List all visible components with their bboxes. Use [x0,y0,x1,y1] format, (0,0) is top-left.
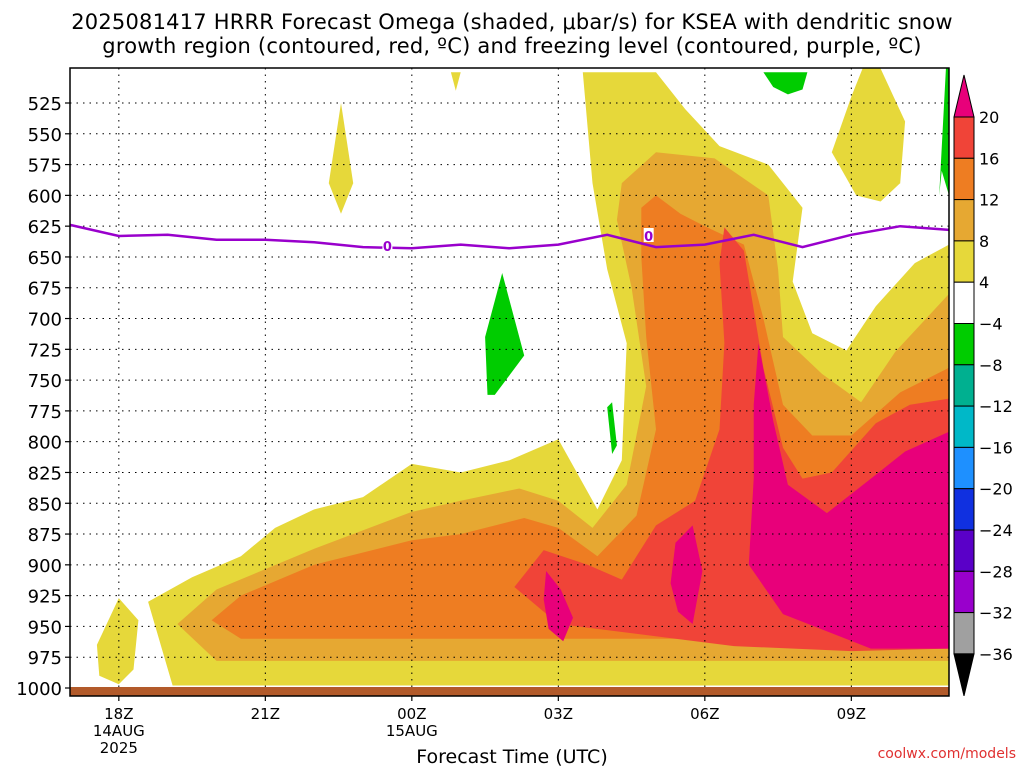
omega-region-4to8-4 [450,72,461,91]
x-tick-label-18Z: 18Z [104,705,133,723]
ground-strip [70,687,949,696]
colorbar: 20 16 12 8 4 −4 −8 −12 −16 −20 −24 −28 −32 −36 [953,74,1013,697]
y-tick-label-700: 700 [28,310,62,331]
colorbar-bottom-triangle [953,653,975,697]
chart-title-line-1: 2025081417 HRRR Forecast Omega (shaded, … [71,10,953,34]
omega-region--8to-4-1 [939,68,949,196]
omega-region-4to8-1 [96,598,139,685]
y-tick-label-925: 925 [28,587,62,608]
y-tick-label-900: 900 [28,556,62,577]
colorbar-band-0 [953,116,975,159]
colorbar-band-3 [953,240,975,283]
y-tick-label-650: 650 [28,248,62,269]
y-axis-tick-labels: 525 550 575 600 625 650 675 700 725 750 775 800 825 8… [16,94,70,700]
colorbar-label-12: −32 [979,604,1013,623]
colorbar-label-13: −36 [979,645,1013,664]
colorbar-label-9: −20 [979,480,1013,499]
omega-region-20+-2 [543,571,573,642]
y-tick-label-675: 675 [28,279,62,300]
chart-title-line-2: growth region (contoured, red, ºC) and f… [102,34,922,58]
x-axis-title: Forecast Time (UTC) [416,746,608,768]
freezing-label-bg-1 [643,228,654,243]
colorbar-band-2 [953,199,975,242]
colorbar-band-6 [953,364,975,407]
x-tick-label-03Z: 03Z [544,705,573,723]
colorbar-band-4 [953,281,975,325]
colorbar-label-3: 8 [979,232,989,251]
colorbar-label-6: −8 [979,356,1003,375]
colorbar-band-9 [953,488,975,531]
freezing-level-contour: 00 [69,223,950,255]
colorbar-label-11: −28 [979,562,1013,581]
omega-shaded-regions [96,68,949,686]
colorbar-label-2: 12 [979,191,999,210]
y-tick-label-525: 525 [28,94,62,115]
colorbar-band-8 [953,446,975,490]
freezing-level-label-1: 0 [644,230,653,245]
omega-region--8to-4-2 [485,273,525,395]
colorbar-label-1: 16 [979,149,999,168]
omega-region-4to8-3 [831,68,906,202]
colorbar-band-5 [953,323,975,366]
colorbar-band-7 [953,405,975,448]
omega-region-4to8-2 [328,103,354,214]
plot-frame [69,67,950,697]
colorbar-band-10 [953,529,975,572]
colorbar-band-11 [953,570,975,614]
y-tick-label-1000: 1000 [16,679,62,700]
colorbar-band-1 [953,157,975,201]
colorbar-label-7: −12 [979,397,1013,416]
x-tick-year-18Z: 2025 [100,739,138,757]
y-tick-label-550: 550 [28,125,62,146]
omega-region--8to-4-0 [763,72,808,95]
colorbar-label-5: −4 [979,315,1003,334]
y-tick-label-875: 875 [28,525,62,546]
y-tick-label-800: 800 [28,433,62,454]
x-tick-date-18Z: 14AUG [93,722,145,740]
x-tick-label-21Z: 21Z [251,705,280,723]
colorbar-band-12 [953,612,975,655]
y-tick-label-950: 950 [28,617,62,638]
colorbar-top-triangle [953,74,975,118]
omega-region-20+-1 [670,525,703,624]
freezing-level-line [69,223,950,250]
colorbar-label-4: 4 [979,273,989,292]
x-tick-label-09Z: 09Z [837,705,866,723]
x-tick-label-06Z: 06Z [690,705,719,723]
x-tick-label-00Z: 00Z [397,705,426,723]
y-tick-label-600: 600 [28,186,62,207]
credit-link[interactable]: coolwx.com/models [877,746,1016,762]
y-tick-label-850: 850 [28,494,62,515]
freezing-label-bg-0 [382,237,393,252]
colorbar-label-8: −16 [979,438,1013,457]
colorbar-label-10: −24 [979,521,1013,540]
omega-region-20+-0 [748,343,949,649]
freezing-level-label-0: 0 [383,240,392,255]
x-tick-date-00Z: 15AUG [386,722,438,740]
omega-region--8to-4-3 [607,402,617,454]
ground-surface [70,687,949,696]
y-tick-label-775: 775 [28,402,62,423]
y-tick-label-625: 625 [28,217,62,238]
colorbar-label-0: 20 [979,108,999,127]
y-tick-label-825: 825 [28,463,62,484]
y-tick-label-725: 725 [28,340,62,361]
y-tick-label-575: 575 [28,156,62,177]
y-tick-label-750: 750 [28,371,62,392]
y-tick-label-975: 975 [28,648,62,669]
